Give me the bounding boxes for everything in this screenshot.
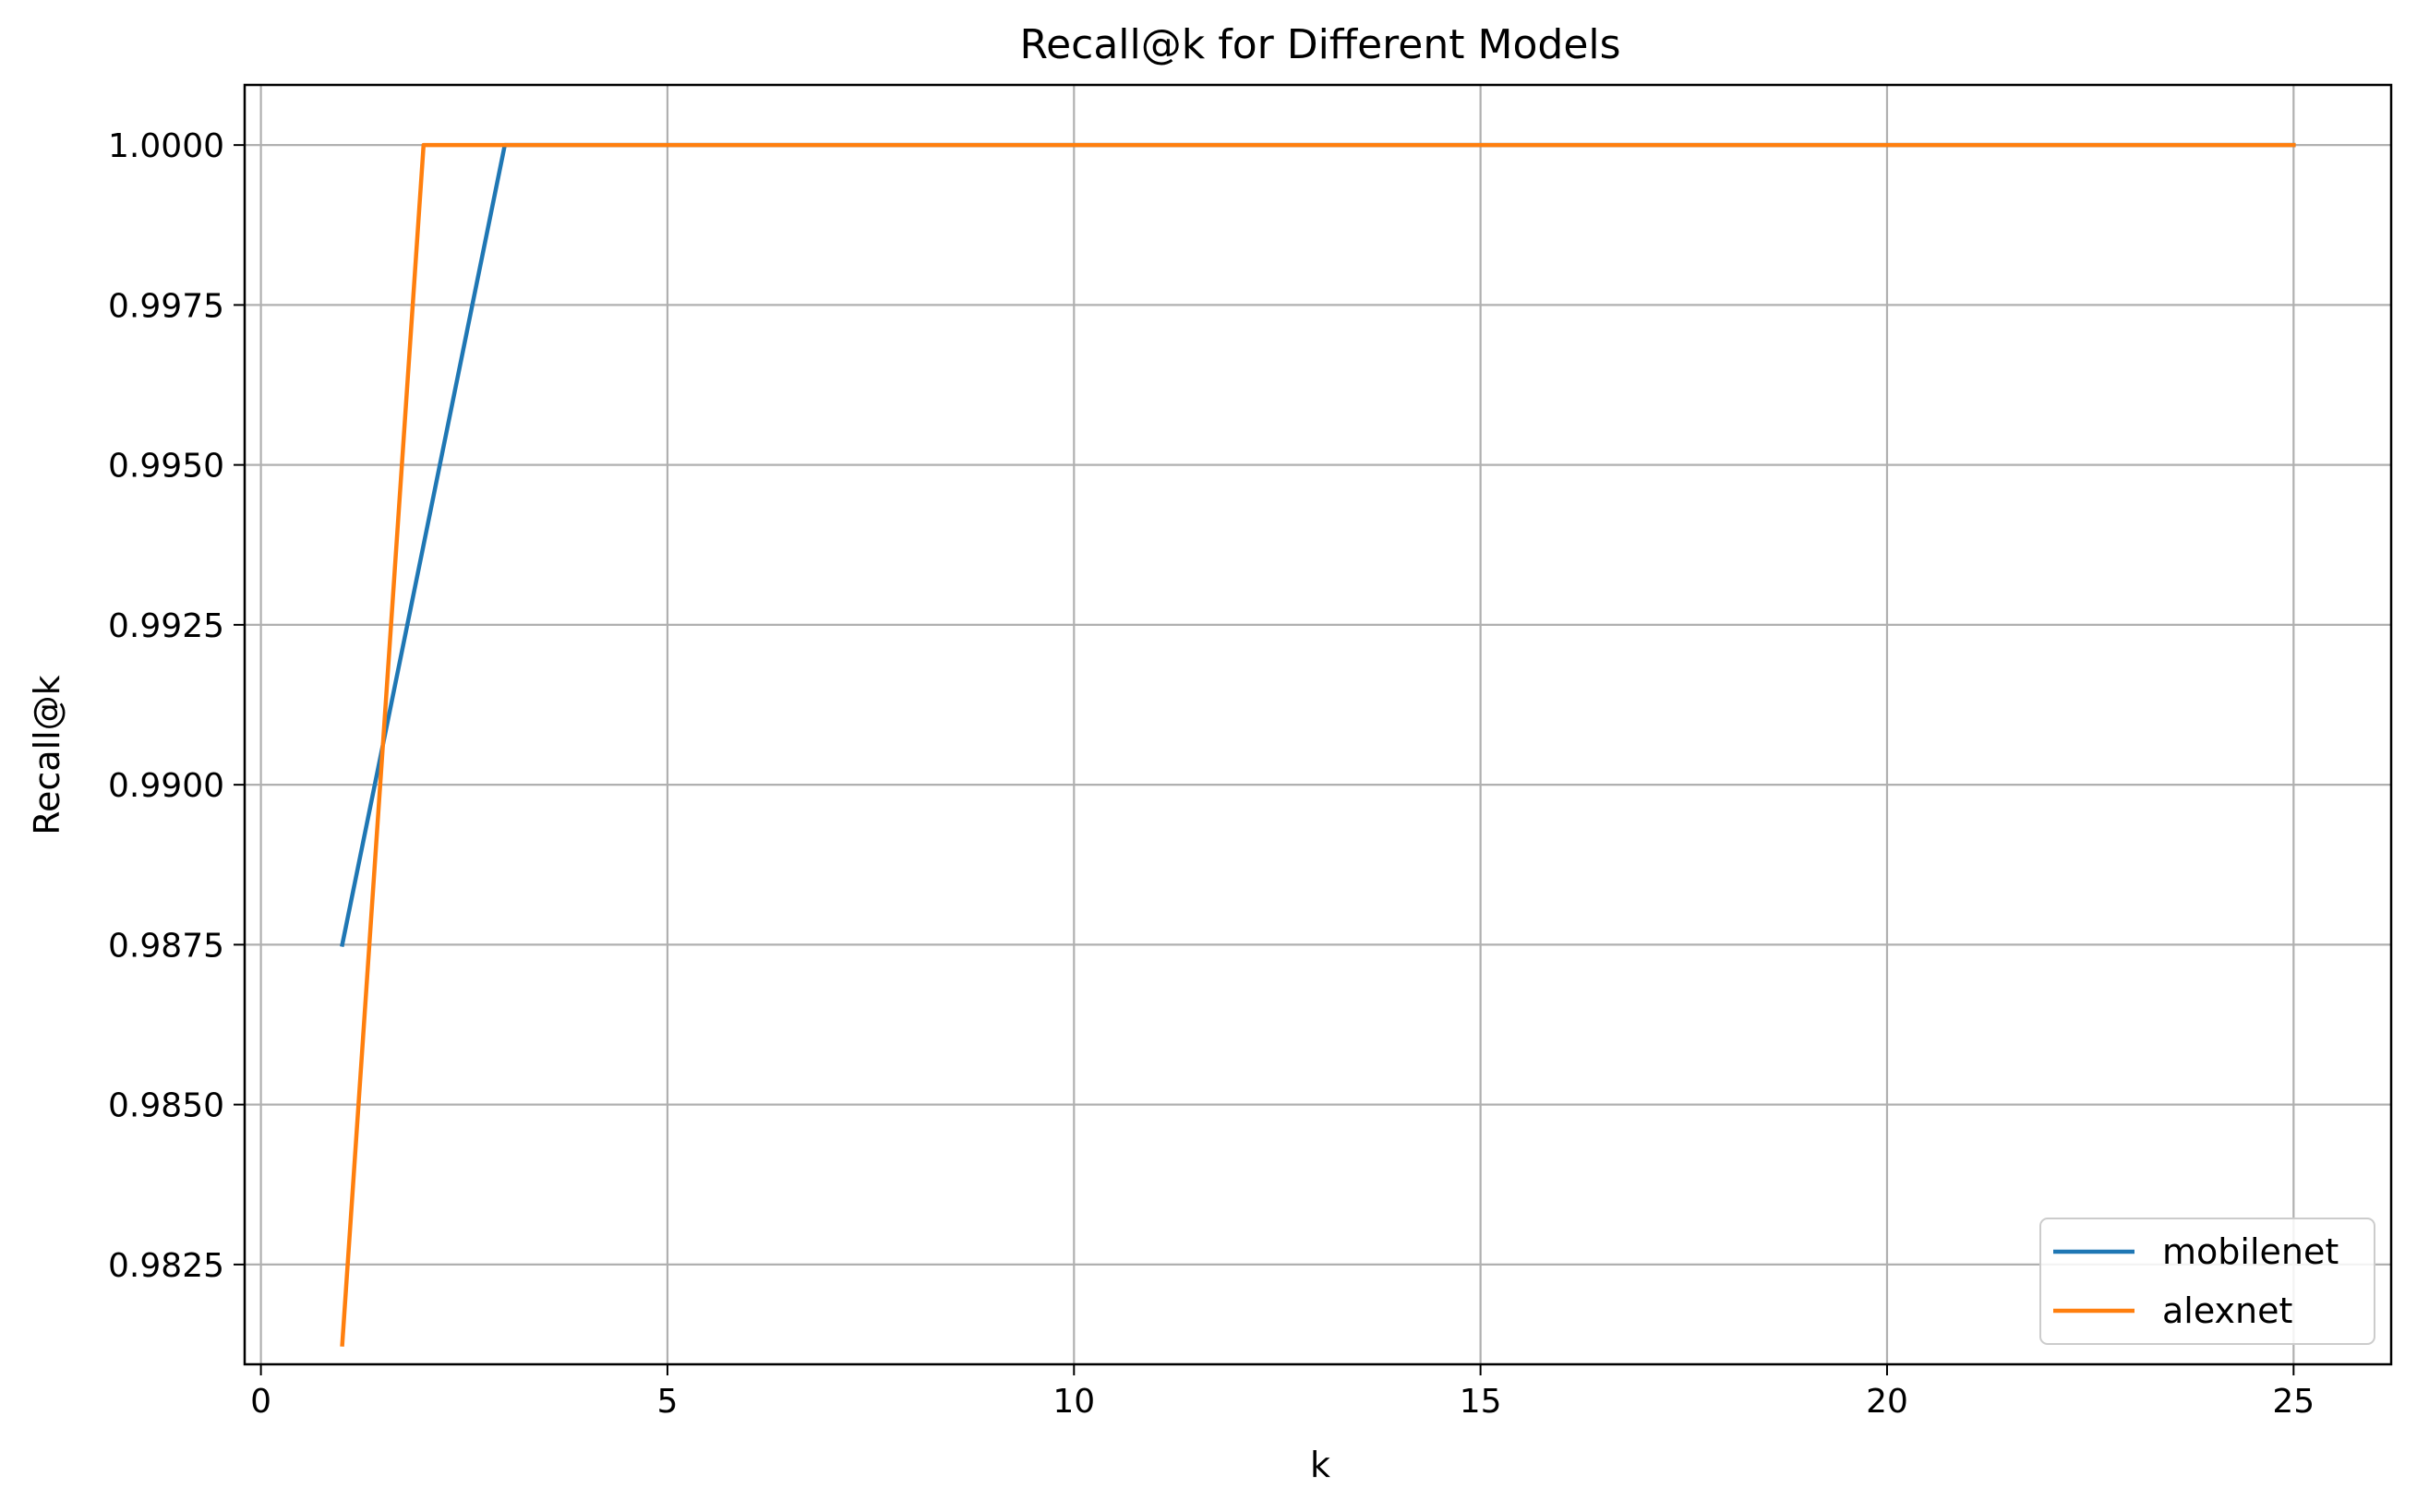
legend: mobilenet alexnet [2039, 1218, 2375, 1345]
y-tick-label: 0.9850 [108, 1087, 224, 1125]
legend-label: mobilenet [2162, 1231, 2339, 1272]
y-tick-label: 0.9900 [108, 767, 224, 805]
legend-item: mobilenet [2053, 1231, 2339, 1272]
x-tick-label: 20 [1866, 1383, 1908, 1421]
y-axis-label: Recall@k [27, 675, 67, 834]
chart-title: Recall@k for Different Models [1019, 21, 1620, 68]
y-tick-label: 0.9825 [108, 1247, 224, 1285]
x-tick: 15 [1460, 1364, 1502, 1421]
x-tick-label: 0 [250, 1383, 271, 1421]
y-tick: 0.9925 [108, 607, 245, 645]
y-tick: 0.9825 [108, 1247, 245, 1285]
y-tick: 0.9850 [108, 1087, 245, 1125]
x-tick-label: 10 [1052, 1383, 1095, 1421]
legend-label: alexnet [2162, 1290, 2292, 1331]
y-axis: 0.9825 0.9850 0.9875 0.9900 0.9925 0.9950 0.99… [108, 127, 245, 1285]
x-axis: 0 5 10 15 20 25 [250, 1364, 2315, 1421]
y-tick: 0.9950 [108, 448, 245, 486]
y-tick: 0.9875 [108, 927, 245, 965]
x-tick: 25 [2272, 1364, 2315, 1421]
y-tick: 0.9975 [108, 287, 245, 325]
series-line-mobilenet [340, 142, 2296, 948]
x-axis-label: k [1310, 1445, 1330, 1485]
y-tick: 1.0000 [108, 127, 245, 165]
grid-lines [245, 85, 2391, 1364]
y-tick-label: 0.9875 [108, 927, 224, 965]
y-tick-label: 1.0000 [108, 127, 224, 165]
y-tick: 0.9900 [108, 767, 245, 805]
x-tick: 5 [657, 1364, 679, 1421]
series-layer [340, 142, 2296, 1347]
x-tick: 0 [250, 1364, 271, 1421]
plot-frame [243, 83, 2393, 1366]
x-tick-label: 25 [2272, 1383, 2315, 1421]
x-tick-label: 5 [657, 1383, 679, 1421]
x-tick-label: 15 [1460, 1383, 1502, 1421]
y-tick-label: 0.9925 [108, 607, 224, 645]
x-tick: 20 [1866, 1364, 1908, 1421]
y-tick-label: 0.9975 [108, 287, 224, 325]
legend-item: alexnet [2053, 1290, 2292, 1331]
series-line-alexnet [340, 142, 2296, 1347]
x-tick: 10 [1052, 1364, 1095, 1421]
y-tick-label: 0.9950 [108, 448, 224, 486]
